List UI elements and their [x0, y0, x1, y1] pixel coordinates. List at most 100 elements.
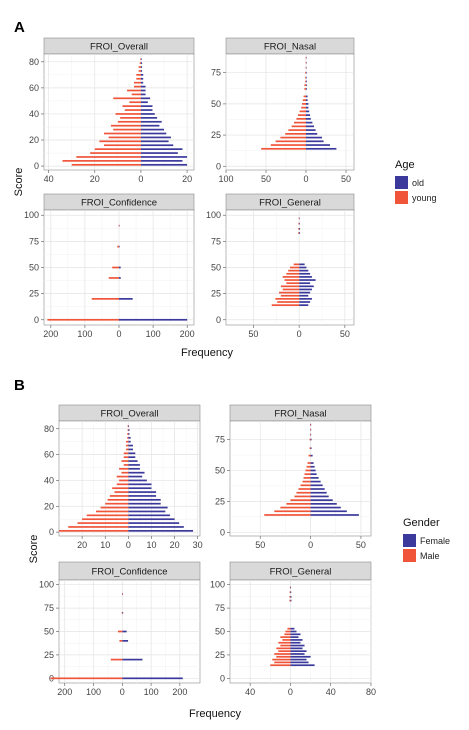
bar-female — [128, 491, 157, 493]
bar-female — [122, 658, 143, 661]
legend-key-female — [403, 534, 416, 547]
bar-young — [293, 263, 300, 266]
bar-old — [140, 120, 162, 123]
bar-female — [128, 456, 136, 459]
bar-male — [276, 655, 291, 658]
series-male — [270, 586, 291, 667]
bar-male — [270, 664, 291, 667]
bar-old — [140, 62, 143, 64]
bar-female — [290, 630, 297, 633]
bar-young — [136, 74, 141, 76]
x-tick-label: 0 — [308, 540, 313, 550]
bar-young — [122, 105, 141, 107]
bar-old — [306, 144, 330, 146]
series-old — [119, 224, 188, 321]
bar-young — [110, 124, 141, 127]
bar-male — [82, 518, 129, 521]
y-tick-label: 40 — [29, 109, 39, 119]
bar-young — [76, 156, 141, 158]
y-tick-label: 50 — [44, 627, 54, 637]
facet-title: FROI_Overall — [90, 42, 148, 53]
y-tick-label: 50 — [211, 263, 221, 273]
bar-young — [261, 147, 306, 150]
bar-young — [112, 266, 119, 269]
bar-old — [140, 136, 171, 139]
bar-female — [128, 467, 140, 470]
bar-old — [306, 103, 309, 105]
bar-female — [310, 423, 312, 426]
series-young — [261, 56, 307, 150]
bar-female — [290, 650, 307, 653]
series-young — [62, 58, 141, 166]
bar-young — [282, 276, 300, 278]
bar-female — [128, 514, 170, 517]
y-tick-label: 40 — [44, 475, 54, 485]
facet-froi-confidence: FROI_Confidence 200 100 0 100 200 0 25 50 75 100 — [24, 193, 195, 339]
bar-female — [290, 647, 303, 650]
y-tick-label: 75 — [44, 603, 54, 613]
bar-young — [298, 232, 300, 234]
y-tick-label: 0 — [216, 315, 221, 325]
bar-old — [306, 110, 310, 113]
bar-male — [296, 491, 311, 494]
bar-female — [128, 529, 194, 532]
bar-female — [128, 444, 133, 447]
x-tick-label: 20 — [170, 540, 180, 550]
bar-young — [298, 217, 300, 220]
bar-old — [306, 80, 307, 83]
y-tick-label: 0 — [220, 527, 225, 537]
bar-young — [136, 77, 141, 80]
facet-froi-overall: FROI_Overall 20 10 0 10 20 30 0 20 40 60 80 — [44, 404, 203, 550]
plot-area — [43, 53, 195, 171]
bar-old — [299, 279, 316, 281]
bar-male — [280, 506, 311, 509]
y-tick-label: 100 — [206, 210, 221, 220]
bar-female — [310, 477, 319, 479]
series-old — [299, 217, 316, 306]
bar-young — [298, 114, 306, 116]
bar-old — [306, 147, 337, 150]
series-old — [140, 58, 188, 166]
bar-female — [310, 510, 347, 513]
bar-old — [306, 76, 307, 79]
y-tick-label: 20 — [29, 135, 39, 145]
bar-old — [299, 227, 301, 230]
bar-old — [306, 66, 307, 69]
bar-young — [298, 222, 300, 225]
bar-male — [110, 658, 123, 661]
bar-female — [128, 452, 136, 455]
bar-female — [128, 483, 152, 486]
bar-old — [140, 156, 188, 158]
bar-male — [109, 495, 129, 497]
bar-old — [140, 124, 160, 127]
bar-male — [121, 611, 123, 614]
bar-old — [299, 217, 300, 220]
y-tick-label: 75 — [215, 603, 225, 613]
bar-old — [306, 136, 322, 139]
bar-young — [113, 128, 141, 131]
bar-young — [117, 120, 141, 123]
y-tick-label: 0 — [34, 315, 39, 325]
x-tick-label: 50 — [248, 329, 258, 339]
bar-young — [108, 277, 119, 279]
bar-young — [271, 304, 300, 306]
bar-male — [127, 425, 129, 428]
bar-female — [310, 447, 312, 450]
bar-male — [123, 452, 129, 455]
x-tick-label: 200 — [180, 329, 195, 339]
bar-female — [128, 510, 166, 513]
bar-young — [138, 66, 141, 68]
legend-key-male — [403, 549, 416, 562]
y-tick-label: 25 — [215, 650, 225, 660]
bar-female — [310, 499, 333, 501]
bar-young — [104, 144, 141, 147]
bar-male — [107, 498, 129, 501]
bar-young — [294, 121, 306, 124]
bar-old — [306, 71, 307, 74]
bar-male — [116, 475, 129, 478]
x-tick-label: 50 — [340, 329, 350, 339]
bar-male — [126, 444, 129, 447]
bar-male — [309, 447, 311, 450]
bar-young — [288, 269, 300, 272]
facet-froi-overall: FROI_Overall 40 20 0 20 0 20 40 60 80 — [29, 37, 195, 184]
